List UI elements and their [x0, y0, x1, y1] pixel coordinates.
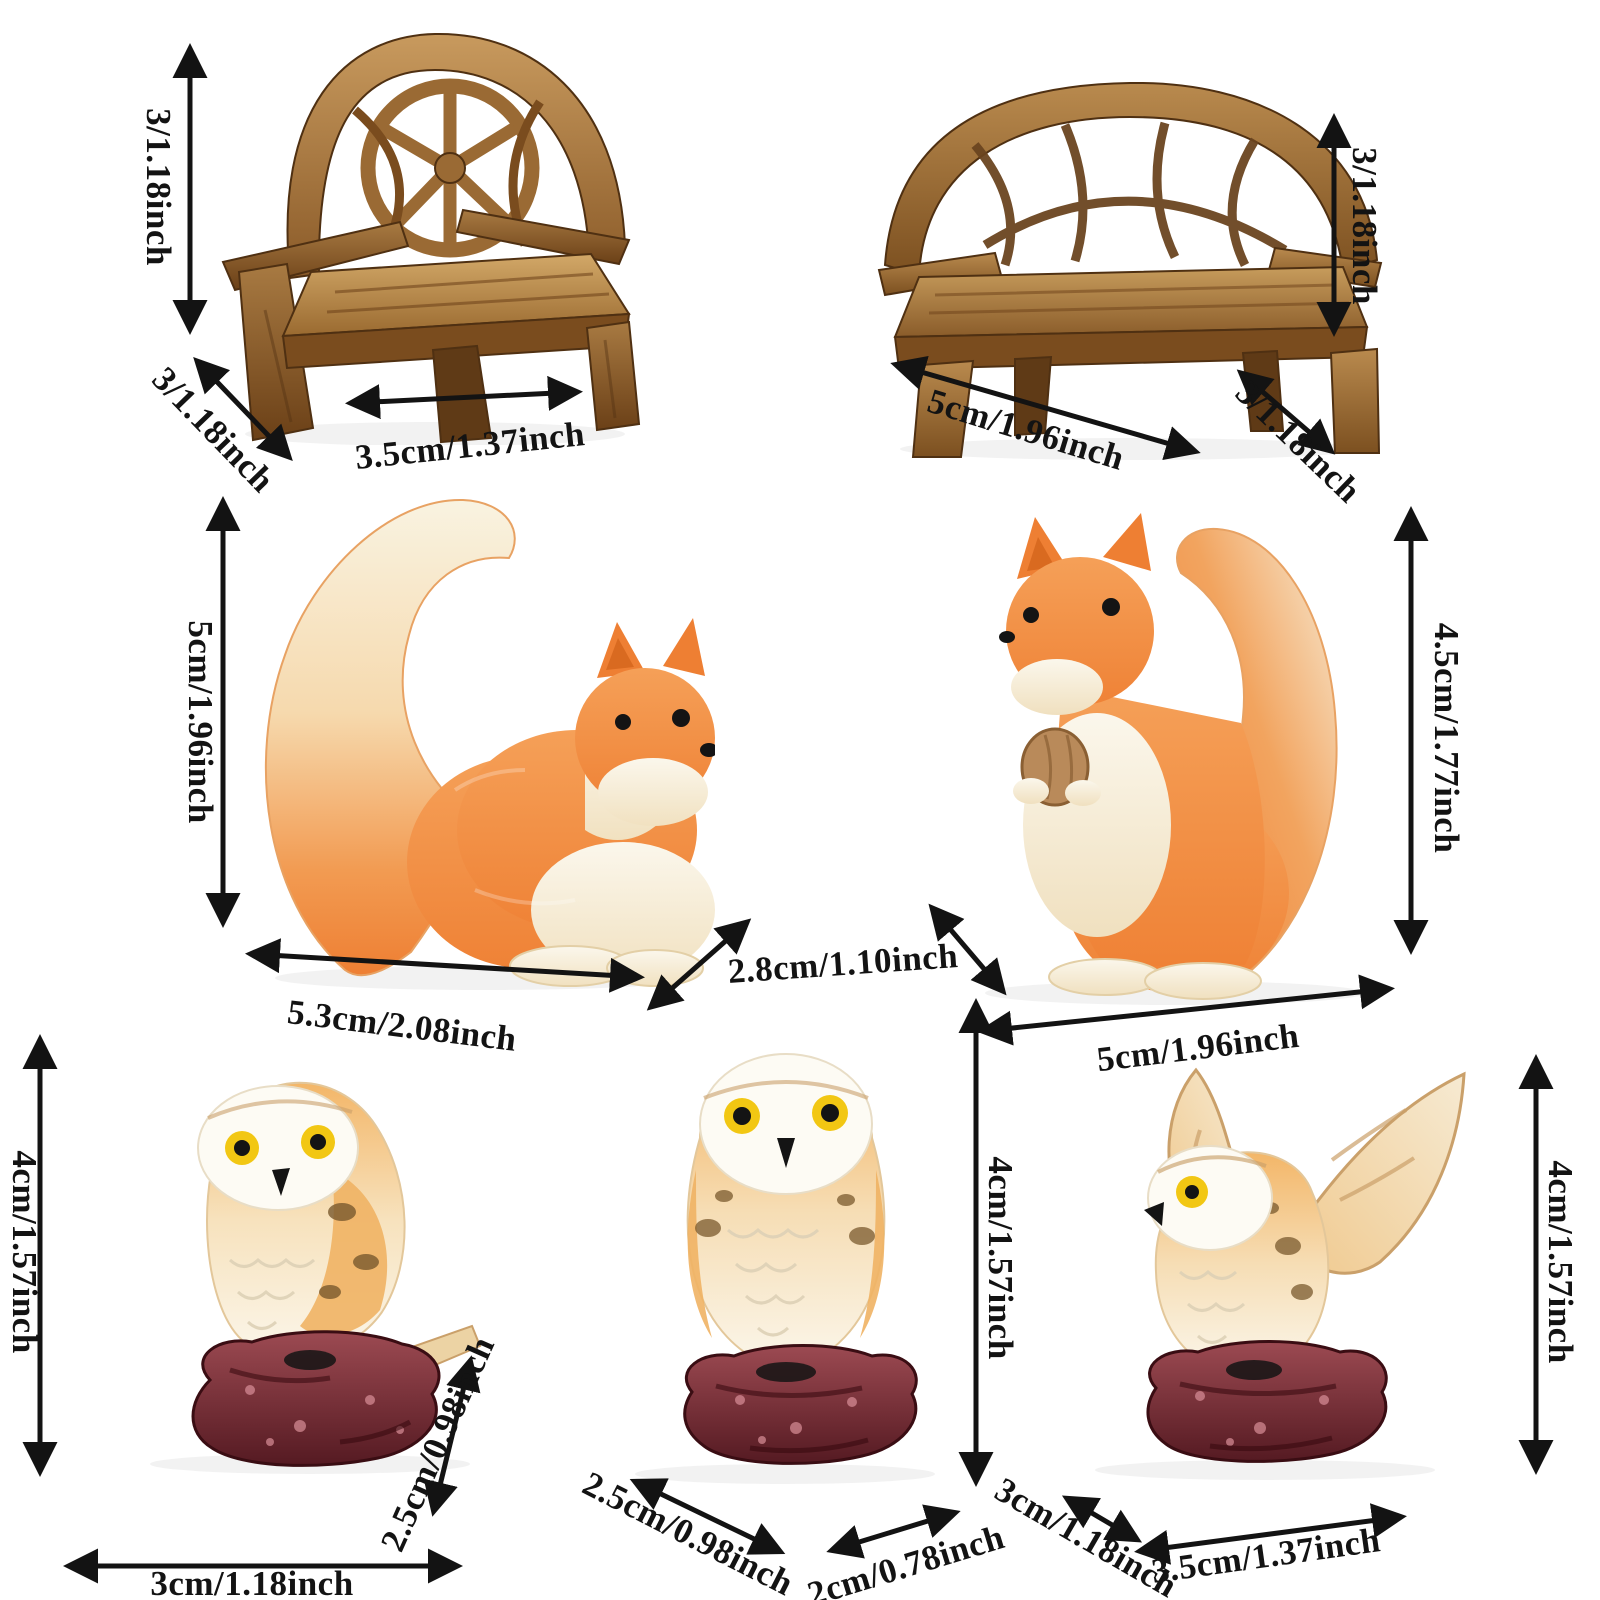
squirrel-crouching-figurine [225, 470, 715, 995]
bench-height-label: 3/1.18inch [1345, 147, 1384, 305]
squirrel-sitting-figurine [945, 495, 1405, 1010]
owl-middle-height-label: 4cm/1.57inch [981, 1156, 1020, 1360]
chair-height-label: 3/1.18inch [139, 108, 178, 266]
squirrel-right-height-label: 4.5cm/1.77inch [1427, 622, 1466, 854]
owl-middle-width-label: 2cm/0.78inch [802, 1517, 1009, 1600]
owl-right-width-label: 3.5cm/1.37inch [1149, 1520, 1383, 1591]
wooden-chair-figurine [195, 10, 665, 445]
owl-right-figurine [1040, 1040, 1510, 1480]
owl-left-height-label: 4cm/1.57inch [5, 1150, 44, 1354]
squirrel-depth-label: 2.8cm/1.10inch [726, 936, 960, 991]
owl-left-figurine [80, 1030, 500, 1475]
owl-middle-figurine [600, 1020, 970, 1485]
owl-right-height-label: 4cm/1.57inch [1541, 1160, 1580, 1364]
squirrel-left-height-label: 5cm/1.96inch [181, 620, 220, 824]
owl-left-width-label: 3cm/1.18inch [150, 1564, 354, 1600]
